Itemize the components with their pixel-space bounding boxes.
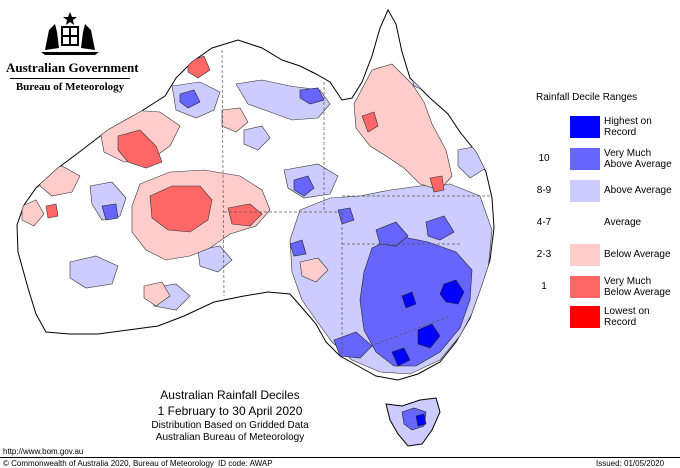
id-code-text: ID code: AWAP: [218, 459, 273, 468]
legend-range-label: 2-3: [536, 249, 552, 260]
legend-title: Rainfall Decile Ranges: [536, 92, 638, 103]
legend-range-label: 1: [541, 281, 547, 292]
map-title: Australian Rainfall Deciles: [160, 388, 300, 402]
legend-item-average: 4-7 Average: [530, 212, 678, 234]
bureau-title: Bureau of Meteorology: [15, 81, 125, 93]
legend-item-above: 8-9 Above Average: [530, 180, 678, 202]
legend-swatch: [570, 116, 600, 138]
issued-date-text: Issued: 01/05/2020: [596, 459, 665, 468]
legend-range-label: 8-9: [536, 185, 552, 196]
state-borders: [221, 49, 490, 354]
map-period: 1 February to 30 April 2020: [157, 404, 303, 418]
map-caption: Australian Rainfall Deciles 1 February t…: [120, 388, 340, 444]
legend-description: Very Much Below Average: [604, 276, 671, 298]
legend-item-very-much-below: 1 Very Much Below Average: [530, 276, 678, 298]
copyright-text: © Commonwealth of Australia 2020, Bureau…: [3, 459, 214, 468]
legend-description: Below Average: [604, 249, 671, 260]
map-method: Distribution Based on Gridded Data: [151, 420, 309, 431]
coat-of-arms-icon: [41, 12, 99, 55]
tasmania-highest: [415, 413, 427, 427]
map-source: Australian Bureau of Meteorology: [155, 432, 305, 443]
legend-item-lowest: Lowest on Record: [530, 306, 678, 328]
highest-on-record-regions: [391, 279, 465, 367]
legend-item-highest: Highest on Record: [530, 116, 678, 138]
header-divider: [10, 78, 130, 79]
legend-swatch: [570, 212, 600, 234]
legend-description: Above Average: [604, 185, 672, 196]
footer-divider: [0, 457, 680, 458]
legend-range-label: 4-7: [536, 217, 552, 228]
website-link[interactable]: http://www.bom.gov.au: [3, 447, 84, 456]
legend-item-below: 2-3 Below Average: [530, 244, 678, 266]
government-title: Australian Government: [6, 60, 139, 75]
legend-swatch: [570, 180, 600, 202]
very-much-below-average-regions: [45, 55, 445, 233]
legend-description: Lowest on Record: [604, 306, 650, 328]
legend-swatch: [570, 148, 600, 170]
legend-item-very-much-above: 10 Very Much Above Average: [530, 148, 678, 170]
legend-swatch: [570, 306, 600, 328]
very-much-above-average-regions: [101, 87, 473, 367]
legend-range-label: 10: [538, 153, 550, 164]
legend-description: Very Much Above Average: [604, 148, 672, 170]
legend-description: Average: [604, 217, 642, 228]
legend-swatch: [570, 244, 600, 266]
legend-description: Highest on Record: [604, 116, 652, 138]
government-logo-block: Australian Government Bureau of Meteorol…: [6, 10, 139, 93]
legend-swatch: [570, 276, 600, 298]
